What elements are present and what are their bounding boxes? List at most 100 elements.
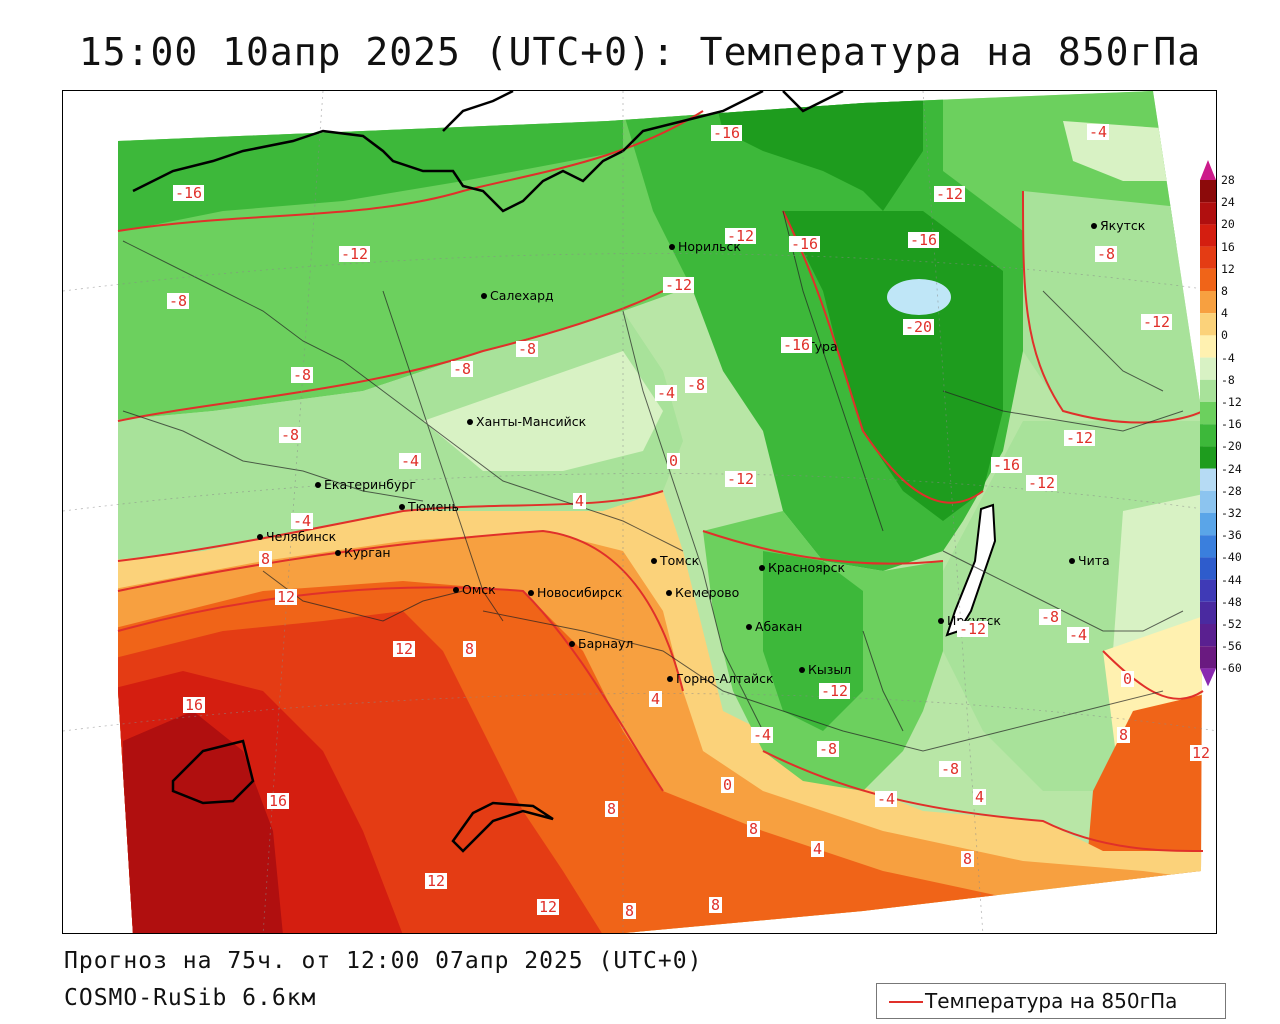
scale-tick-label: -8	[1221, 372, 1235, 387]
contour-label: -4	[875, 790, 898, 808]
contour-label: 0	[1121, 670, 1135, 688]
scale-swatch	[1200, 268, 1216, 291]
city-label: Барнаул	[569, 636, 633, 651]
scale-tick-label: -48	[1221, 594, 1242, 609]
contour-label: -8	[1039, 608, 1062, 626]
scale-tick-label: -20	[1221, 439, 1242, 454]
contour-label: -4	[399, 452, 422, 470]
contour-label: -8	[939, 760, 962, 778]
legend-label: Температура на 850гПа	[925, 989, 1178, 1013]
scale-tick-label: -56	[1221, 639, 1242, 654]
contour-label: -12	[725, 470, 757, 488]
contour-label: -12	[663, 276, 695, 294]
city-label: Горно-Алтайск	[667, 671, 774, 686]
city-label: Новосибирск	[528, 585, 622, 600]
contour-label: -16	[991, 456, 1023, 474]
contour-label: -8	[1095, 245, 1118, 263]
scale-swatch	[1200, 646, 1216, 669]
scale-swatch	[1200, 535, 1216, 558]
scale-swatch	[1200, 246, 1216, 269]
contour-label: 0	[721, 776, 735, 794]
city-label: Курган	[335, 545, 391, 560]
legend-line-swatch	[889, 1001, 923, 1003]
scale-tick-label: -44	[1221, 572, 1242, 587]
city-label: Томск	[651, 553, 699, 568]
contour-label: -12	[957, 620, 989, 638]
scale-tick-label: -60	[1221, 661, 1242, 676]
contour-label: -16	[711, 124, 743, 142]
city-label: Омск	[453, 582, 496, 597]
model-name: COSMO-RuSib 6.6км	[64, 985, 317, 1011]
scale-swatch	[1200, 446, 1216, 469]
contour-label: 12	[1190, 744, 1213, 762]
scale-tick-label: -52	[1221, 617, 1242, 631]
scale-swatch	[1200, 402, 1216, 425]
contour-label: 8	[463, 640, 477, 658]
contour-label: 16	[183, 696, 206, 714]
contour-label: -16	[789, 235, 821, 253]
city-label: Ханты-Мансийск	[467, 414, 586, 429]
scale-tick-label: 8	[1221, 284, 1228, 298]
scale-swatch	[1200, 202, 1216, 225]
contour-label: -12	[819, 682, 851, 700]
contour-label: 4	[973, 788, 987, 806]
contour-label: -8	[291, 366, 314, 384]
legend: Температура на 850гПа	[876, 983, 1226, 1019]
city-label: Салехард	[481, 288, 554, 303]
contour-label: 4	[811, 840, 825, 858]
forecast-info: Прогноз на 75ч. от 12:00 07апр 2025 (UTC…	[64, 948, 703, 974]
contour-label: 16	[267, 792, 290, 810]
scale-tick-label: -12	[1221, 395, 1242, 409]
temperature-map: Салехард Норильск Тура Якутск Ханты-Манс…	[62, 90, 1217, 934]
contour-label: 8	[1117, 726, 1131, 744]
contour-label: -8	[167, 292, 190, 310]
contour-label: 8	[623, 902, 637, 920]
contour-label: -4	[1067, 626, 1090, 644]
scale-swatch	[1200, 313, 1216, 336]
contour-label: 8	[961, 850, 975, 868]
contour-label: 4	[573, 492, 587, 510]
contour-label: 12	[537, 898, 560, 916]
contour-label: 12	[425, 872, 448, 890]
scale-swatch	[1200, 224, 1216, 247]
scale-tick-label: 28	[1221, 173, 1235, 187]
contour-label: -8	[516, 340, 539, 358]
contour-label: 8	[747, 820, 761, 838]
scale-tick-label: 0	[1221, 328, 1228, 343]
city-label: Екатеринбург	[315, 477, 416, 492]
contour-label: -8	[279, 426, 302, 444]
city-label: Кемерово	[666, 585, 739, 600]
scale-bottom-arrow	[1200, 668, 1216, 687]
scale-swatch	[1200, 424, 1216, 447]
scale-swatch	[1200, 601, 1216, 624]
scale-swatch	[1200, 357, 1216, 380]
city-label: Чита	[1069, 553, 1110, 568]
scale-swatch	[1200, 557, 1216, 580]
scale-swatch	[1200, 335, 1216, 358]
color-scale-bar	[1200, 160, 1216, 687]
contour-label: -12	[725, 227, 757, 245]
contour-label: -20	[903, 318, 935, 336]
scale-tick-label: -32	[1221, 506, 1242, 520]
scale-swatch	[1200, 624, 1216, 647]
contour-label: -4	[655, 384, 678, 402]
contour-label: 8	[259, 550, 273, 568]
contour-label: -12	[934, 185, 966, 203]
city-label: Якутск	[1091, 218, 1145, 233]
contour-label: -12	[1141, 313, 1173, 331]
scale-swatch	[1200, 579, 1216, 602]
city-label: Челябинск	[257, 529, 336, 544]
scale-swatch	[1200, 513, 1216, 536]
contour-label: -8	[451, 360, 474, 378]
city-label: Тюмень	[399, 499, 459, 514]
scale-tick-label: -28	[1221, 483, 1242, 498]
scale-tick-label: -36	[1221, 528, 1242, 543]
scale-tick-label: 24	[1221, 195, 1235, 210]
map-canvas	[63, 91, 1216, 933]
contour-label: 12	[275, 588, 298, 606]
temperature-fill	[118, 91, 1203, 933]
scale-swatch	[1200, 490, 1216, 513]
map-title: 15:00 10апр 2025 (UTC+0): Температура на…	[78, 30, 1202, 74]
contour-label: -12	[1064, 429, 1096, 447]
contour-label: -12	[1026, 474, 1058, 492]
